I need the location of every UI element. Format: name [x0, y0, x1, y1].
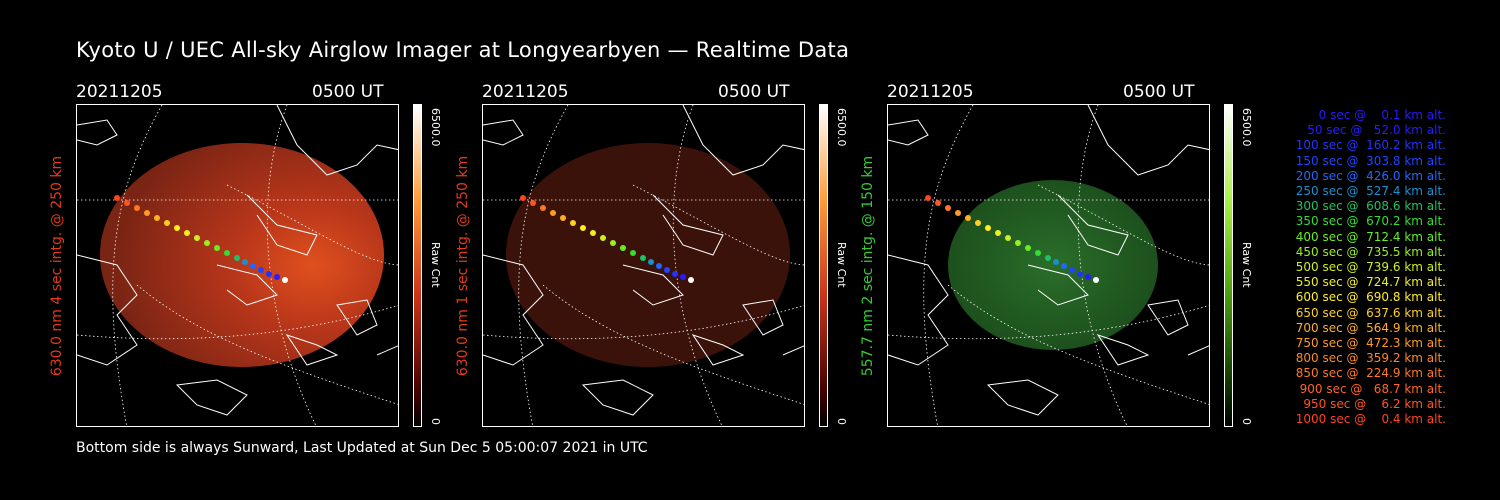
- latlon-grid: [888, 105, 1209, 426]
- satellite-track: [925, 195, 1099, 283]
- panel-side-label: 557.7 nm 2 sec intg. @ 150 km: [853, 104, 883, 427]
- allsky-image: [887, 104, 1210, 427]
- satellite-track: [114, 195, 288, 283]
- panel-time: 0500 UT: [312, 82, 384, 102]
- airglow-disc: [100, 143, 384, 367]
- legend-entry: 900 sec @ 68.7 km alt.: [1295, 381, 1446, 396]
- colorbar-unit-label: Raw Cnt: [835, 242, 848, 288]
- coastlines: [888, 105, 1209, 416]
- legend-entry: 300 sec @ 608.6 km alt.: [1291, 199, 1446, 214]
- legend-entry: 700 sec @ 564.9 km alt.: [1291, 320, 1446, 335]
- legend-entry: 400 sec @ 712.4 km alt.: [1291, 229, 1446, 244]
- legend-entry: 500 sec @ 739.6 km alt.: [1291, 260, 1446, 275]
- legend-entry: 650 sec @ 637.6 km alt.: [1291, 305, 1446, 320]
- footer-note: Bottom side is always Sunward, Last Upda…: [76, 440, 648, 456]
- panel-side-label: 630.0 nm 1 sec intg. @ 250 km: [448, 104, 478, 427]
- airglow-disc: [948, 180, 1158, 350]
- legend-entry: 250 sec @ 527.4 km alt.: [1291, 184, 1446, 199]
- legend-entry: 200 sec @ 426.0 km alt.: [1291, 168, 1446, 183]
- coastlines: [77, 105, 398, 416]
- panel-557-2sec: 20211205 0500 UT 557.7 nm 2 sec intg. @ …: [860, 82, 1327, 432]
- panel-date: 20211205: [887, 82, 974, 102]
- legend-entry: 350 sec @ 670.2 km alt.: [1291, 214, 1446, 229]
- legend-entry: 800 sec @ 359.2 km alt.: [1291, 351, 1446, 366]
- legend-entry: 850 sec @ 224.9 km alt.: [1291, 366, 1446, 381]
- allsky-map-svg: [483, 105, 804, 426]
- allsky-image: [482, 104, 805, 427]
- coastlines: [483, 105, 804, 416]
- colorbar-min-label: 0: [429, 418, 442, 425]
- panel-date: 20211205: [482, 82, 569, 102]
- colorbar-min-label: 0: [835, 418, 848, 425]
- satellite-track: [520, 195, 694, 283]
- panel-time: 0500 UT: [1123, 82, 1195, 102]
- panel-date: 20211205: [76, 82, 163, 102]
- allsky-map-svg: [888, 105, 1209, 426]
- trajectory-legend: 0 sec @ 0.1 km alt. 50 sec @ 52.0 km alt…: [1262, 108, 1446, 427]
- colorbar-max-label: 6500.0: [835, 108, 848, 147]
- legend-entry: 450 sec @ 735.5 km alt.: [1291, 244, 1446, 259]
- legend-entry: 750 sec @ 472.3 km alt.: [1291, 336, 1446, 351]
- legend-entry: 100 sec @ 160.2 km alt.: [1291, 138, 1446, 153]
- legend-entry: 950 sec @ 6.2 km alt.: [1299, 396, 1446, 411]
- panel-side-label-text: 557.7 nm 2 sec intg. @ 150 km: [860, 155, 876, 376]
- panel-time: 0500 UT: [718, 82, 790, 102]
- latlon-grid: [77, 105, 398, 426]
- page-title: Kyoto U / UEC All-sky Airglow Imager at …: [76, 38, 850, 62]
- allsky-image: [76, 104, 399, 427]
- colorbar: [819, 104, 828, 427]
- legend-entry: 50 sec @ 52.0 km alt.: [1299, 123, 1446, 138]
- allsky-map-svg: [77, 105, 398, 426]
- panel-side-label: 630.0 nm 4 sec intg. @ 250 km: [42, 104, 72, 427]
- colorbar: [413, 104, 422, 427]
- panel-side-label-text: 630.0 nm 4 sec intg. @ 250 km: [49, 155, 65, 376]
- latlon-grid: [483, 105, 804, 426]
- colorbar-unit-label: Raw Cnt: [429, 242, 442, 288]
- colorbar-min-label: 0: [1240, 418, 1253, 425]
- colorbar: [1224, 104, 1233, 427]
- legend-entry: 150 sec @ 303.8 km alt.: [1291, 153, 1446, 168]
- colorbar-max-label: 6500.0: [1240, 108, 1253, 147]
- colorbar-max-label: 6500.0: [429, 108, 442, 147]
- legend-entry: 0 sec @ 0.1 km alt.: [1307, 108, 1446, 122]
- panel-side-label-text: 630.0 nm 1 sec intg. @ 250 km: [455, 155, 471, 376]
- panel-630-4sec: 20211205 0500 UT 630.0 nm 4 sec intg. @ …: [49, 82, 516, 432]
- colorbar-unit-label: Raw Cnt: [1240, 242, 1253, 288]
- panel-630-1sec: 20211205 0500 UT 630.0 nm 1 sec intg. @ …: [455, 82, 922, 432]
- airglow-disc: [506, 143, 790, 367]
- legend-entry: 1000 sec @ 0.4 km alt.: [1295, 412, 1446, 427]
- legend-entry: 600 sec @ 690.8 km alt.: [1291, 290, 1446, 305]
- legend-entry: 550 sec @ 724.7 km alt.: [1291, 275, 1446, 290]
